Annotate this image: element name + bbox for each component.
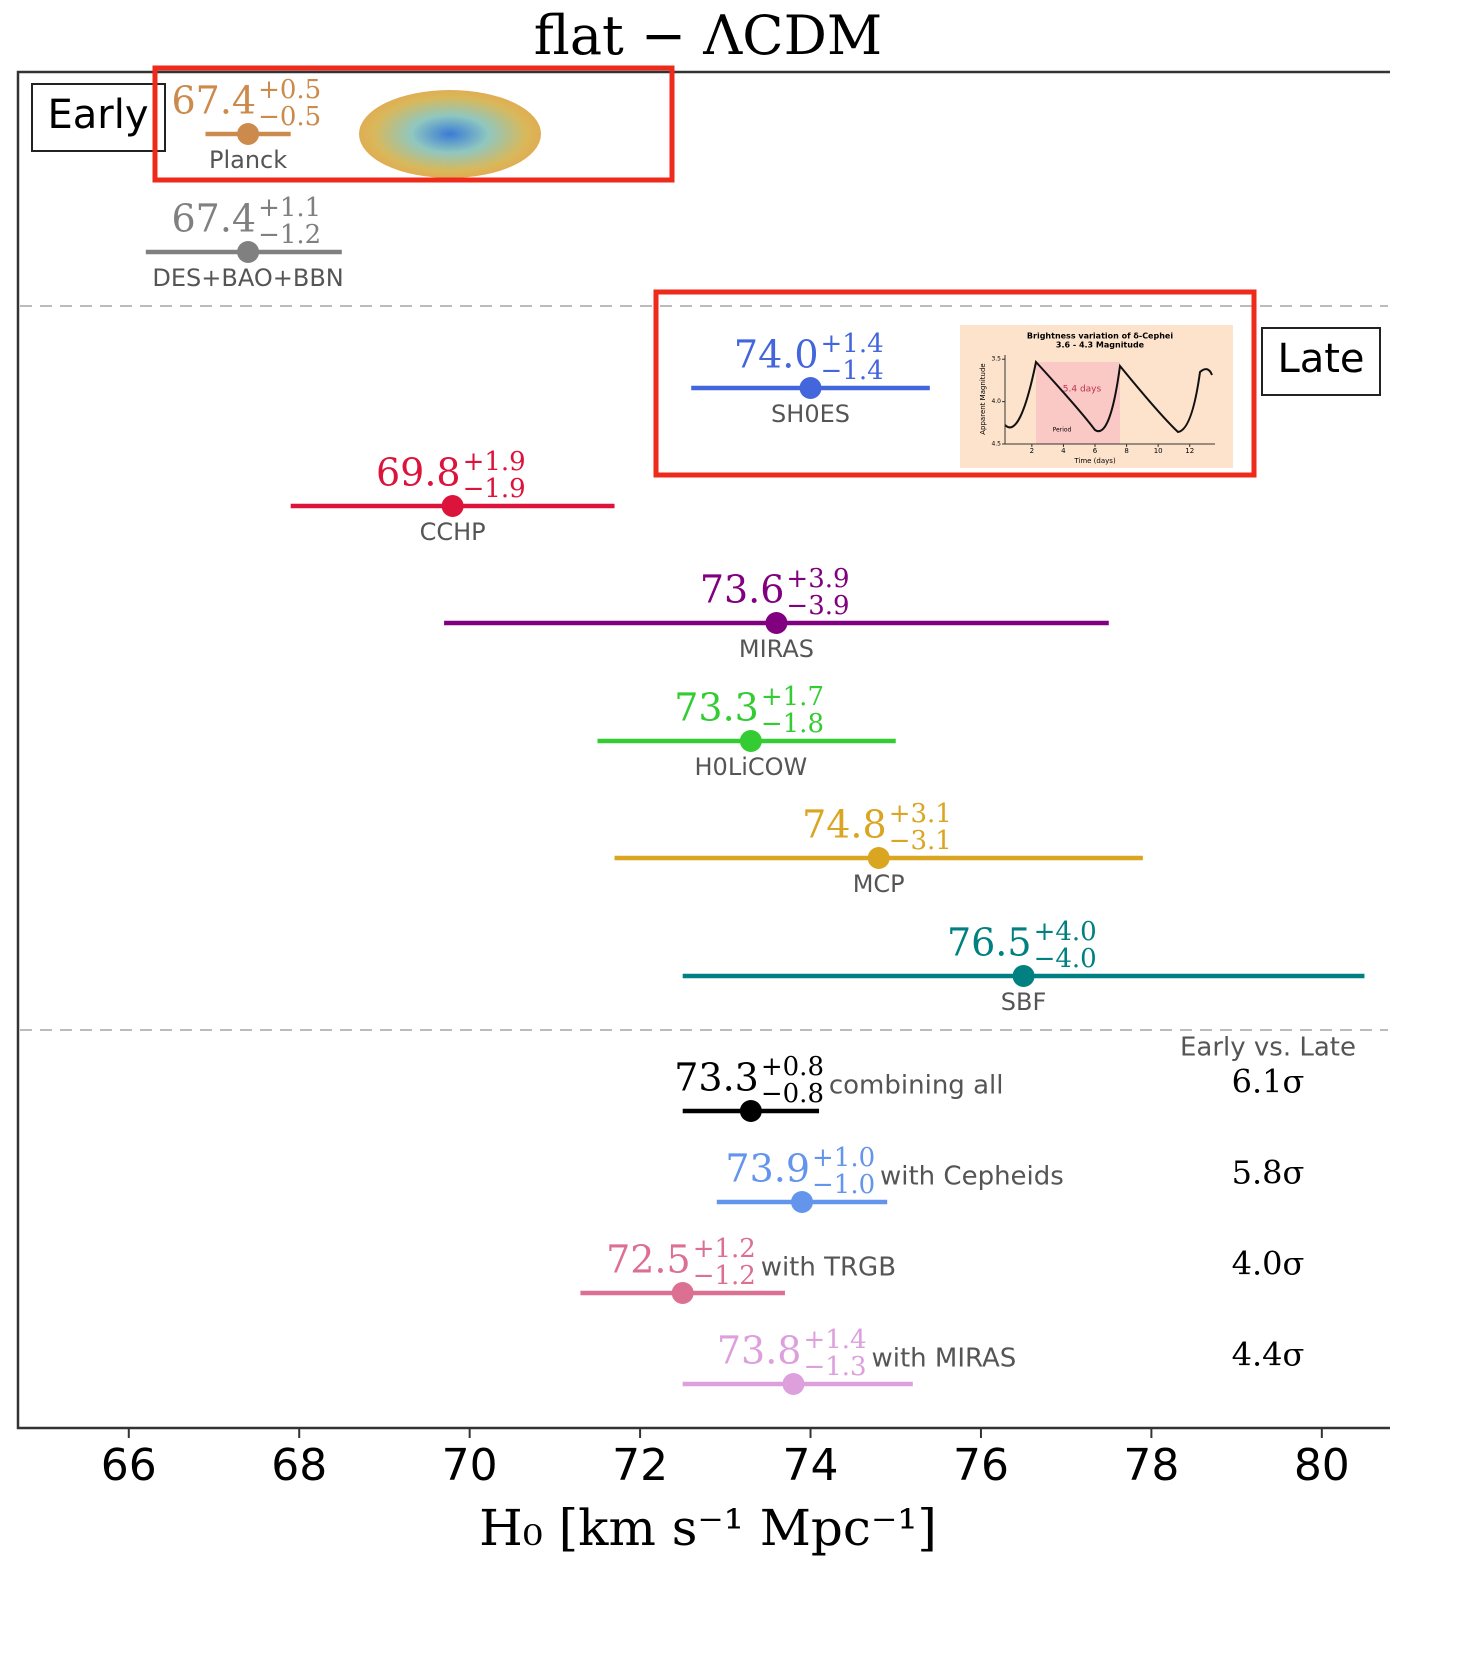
marker — [791, 1191, 813, 1213]
plus-label: +1.9 — [463, 447, 526, 477]
x-tick-label: 72 — [612, 1440, 668, 1491]
tension-label: 4.4σ — [1232, 1336, 1305, 1374]
x-tick-label: 70 — [442, 1440, 498, 1491]
tension-label: 6.1σ — [1232, 1063, 1305, 1101]
inset-x-tick-label: 2 — [1030, 447, 1034, 455]
tension-label: 4.0σ — [1232, 1245, 1305, 1283]
inset-y-label: Apparent Magnitude — [979, 363, 987, 435]
minus-label: −1.8 — [761, 709, 824, 739]
row-name: CCHP — [420, 518, 486, 546]
plus-label: +3.9 — [786, 564, 849, 594]
minus-label: −3.1 — [889, 826, 952, 856]
inset-title: Brightness variation of δ-Cephei — [1027, 332, 1173, 341]
value-label: 74.0 — [734, 333, 819, 377]
x-tick-label: 80 — [1294, 1440, 1350, 1491]
value-label: 73.3 — [674, 686, 759, 730]
chart: flat − ΛCDM Early Late Brightness variat… — [0, 0, 1463, 1653]
marker — [672, 1282, 694, 1304]
inset-y-tick-label: 4.5 — [991, 441, 1001, 448]
minus-label: −3.9 — [786, 591, 849, 621]
marker — [237, 123, 259, 145]
x-tick-label: 76 — [953, 1440, 1009, 1491]
marker — [868, 847, 890, 869]
value-label: 74.8 — [802, 803, 887, 847]
x-axis-label: H₀ [km s⁻¹ Mpc⁻¹] — [479, 1499, 937, 1557]
row-name: SBF — [1001, 988, 1047, 1016]
plus-label: +3.1 — [889, 799, 952, 829]
row-name: SH0ES — [771, 400, 850, 428]
value-label: 69.8 — [376, 451, 461, 495]
row-name: H0LiCOW — [695, 753, 808, 781]
value-label: 76.5 — [947, 921, 1032, 965]
value-label: 73.9 — [725, 1147, 810, 1191]
row-name: MIRAS — [739, 635, 814, 663]
minus-label: −4.0 — [1034, 944, 1097, 974]
inset-subtitle: 3.6 - 4.3 Magnitude — [1056, 341, 1145, 350]
row-name: Planck — [209, 146, 287, 174]
marker — [765, 612, 787, 634]
minus-label: −1.3 — [803, 1352, 866, 1382]
row-note: with TRGB — [761, 1253, 896, 1283]
value-label: 73.6 — [700, 568, 785, 612]
marker — [782, 1373, 804, 1395]
minus-label: −1.2 — [693, 1261, 756, 1291]
plus-label: +4.0 — [1034, 917, 1097, 947]
inset-x-tick-label: 8 — [1124, 447, 1128, 455]
row-note: with MIRAS — [871, 1344, 1016, 1374]
minus-label: −0.8 — [761, 1079, 824, 1109]
marker — [740, 730, 762, 752]
minus-label: −1.2 — [258, 220, 321, 250]
value-label: 67.4 — [171, 197, 256, 241]
marker — [442, 495, 464, 517]
x-tick-label: 78 — [1123, 1440, 1179, 1491]
row-name: DES+BAO+BBN — [152, 264, 343, 292]
marker — [237, 241, 259, 263]
row-note: combining all — [829, 1071, 1004, 1101]
inset-x-label: Time (days) — [1073, 457, 1116, 465]
minus-label: −1.4 — [821, 356, 884, 386]
value-label: 73.8 — [717, 1329, 802, 1373]
plus-label: +1.4 — [821, 329, 884, 359]
inset-period-band — [1036, 362, 1120, 444]
chart-title: flat − ΛCDM — [534, 4, 882, 67]
plus-label: +1.4 — [803, 1325, 866, 1355]
x-tick-label: 68 — [271, 1440, 327, 1491]
marker — [740, 1100, 762, 1122]
plus-label: +1.2 — [693, 1234, 756, 1264]
inset-y-tick-label: 3.5 — [991, 356, 1001, 363]
inset-period-label: Period — [1053, 427, 1072, 434]
value-label: 67.4 — [171, 79, 256, 123]
plus-label: +0.8 — [761, 1052, 824, 1082]
minus-label: −1.0 — [812, 1170, 875, 1200]
inset-y-tick-label: 4.0 — [991, 398, 1001, 405]
value-label: 72.5 — [606, 1238, 691, 1282]
tension-header: Early vs. Late — [1180, 1033, 1356, 1063]
plus-label: +1.1 — [258, 193, 321, 223]
group-label: Early — [47, 92, 148, 138]
value-label: 73.3 — [674, 1056, 759, 1100]
inset-x-tick-label: 12 — [1185, 447, 1194, 455]
inset-annotation: 5.4 days — [1063, 385, 1102, 395]
minus-label: −0.5 — [258, 102, 321, 132]
tension-label: 5.8σ — [1232, 1154, 1305, 1192]
row-note: with Cepheids — [880, 1162, 1064, 1192]
x-tick-label: 66 — [101, 1440, 157, 1491]
row-name: MCP — [853, 870, 905, 898]
marker — [800, 377, 822, 399]
minus-label: −1.9 — [463, 474, 526, 504]
plus-label: +1.0 — [812, 1143, 875, 1173]
inset-x-tick-label: 10 — [1154, 447, 1163, 455]
inset-x-tick-label: 4 — [1061, 447, 1066, 455]
group-label: Late — [1277, 336, 1364, 382]
marker — [1013, 965, 1035, 987]
plus-label: +1.7 — [761, 682, 824, 712]
x-tick-label: 74 — [783, 1440, 839, 1491]
plus-label: +0.5 — [258, 75, 321, 105]
inset-x-tick-label: 6 — [1093, 447, 1098, 455]
cmb-map — [359, 90, 541, 178]
